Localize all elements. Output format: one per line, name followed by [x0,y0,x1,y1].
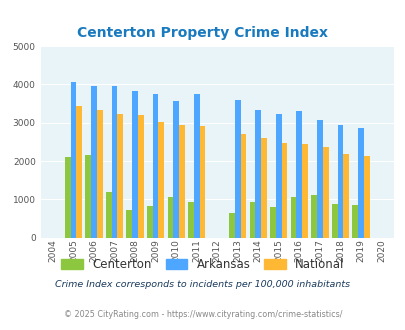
Bar [281,143,287,238]
Bar [85,155,91,238]
Bar [167,197,173,238]
Bar [301,144,307,238]
Bar [106,192,111,238]
Bar [296,111,301,238]
Bar [316,120,322,238]
Bar [249,202,255,238]
Bar [275,114,281,238]
Bar [343,154,348,238]
Bar [76,106,82,238]
Bar [352,206,357,238]
Bar [152,94,158,238]
Bar [111,86,117,238]
Bar [255,110,260,238]
Bar [193,94,199,238]
Bar [234,100,240,238]
Bar [147,206,152,238]
Bar [290,197,296,238]
Bar [117,114,123,238]
Legend: Centerton, Arkansas, National: Centerton, Arkansas, National [57,253,348,276]
Text: Centerton Property Crime Index: Centerton Property Crime Index [77,26,328,40]
Bar [199,126,205,238]
Bar [179,125,184,238]
Text: Crime Index corresponds to incidents per 100,000 inhabitants: Crime Index corresponds to incidents per… [55,280,350,289]
Text: © 2025 CityRating.com - https://www.cityrating.com/crime-statistics/: © 2025 CityRating.com - https://www.city… [64,310,341,319]
Bar [357,128,363,238]
Bar [97,110,102,238]
Bar [240,134,246,238]
Bar [228,214,234,238]
Bar [91,85,97,238]
Bar [70,82,76,238]
Bar [270,207,275,238]
Bar [363,156,369,238]
Bar [260,138,266,238]
Bar [173,101,179,238]
Bar [126,210,132,238]
Bar [331,204,337,238]
Bar [188,202,193,238]
Bar [158,122,164,238]
Bar [337,125,343,238]
Bar [322,147,328,238]
Bar [138,115,143,238]
Bar [65,157,70,238]
Bar [311,195,316,238]
Bar [132,91,138,238]
